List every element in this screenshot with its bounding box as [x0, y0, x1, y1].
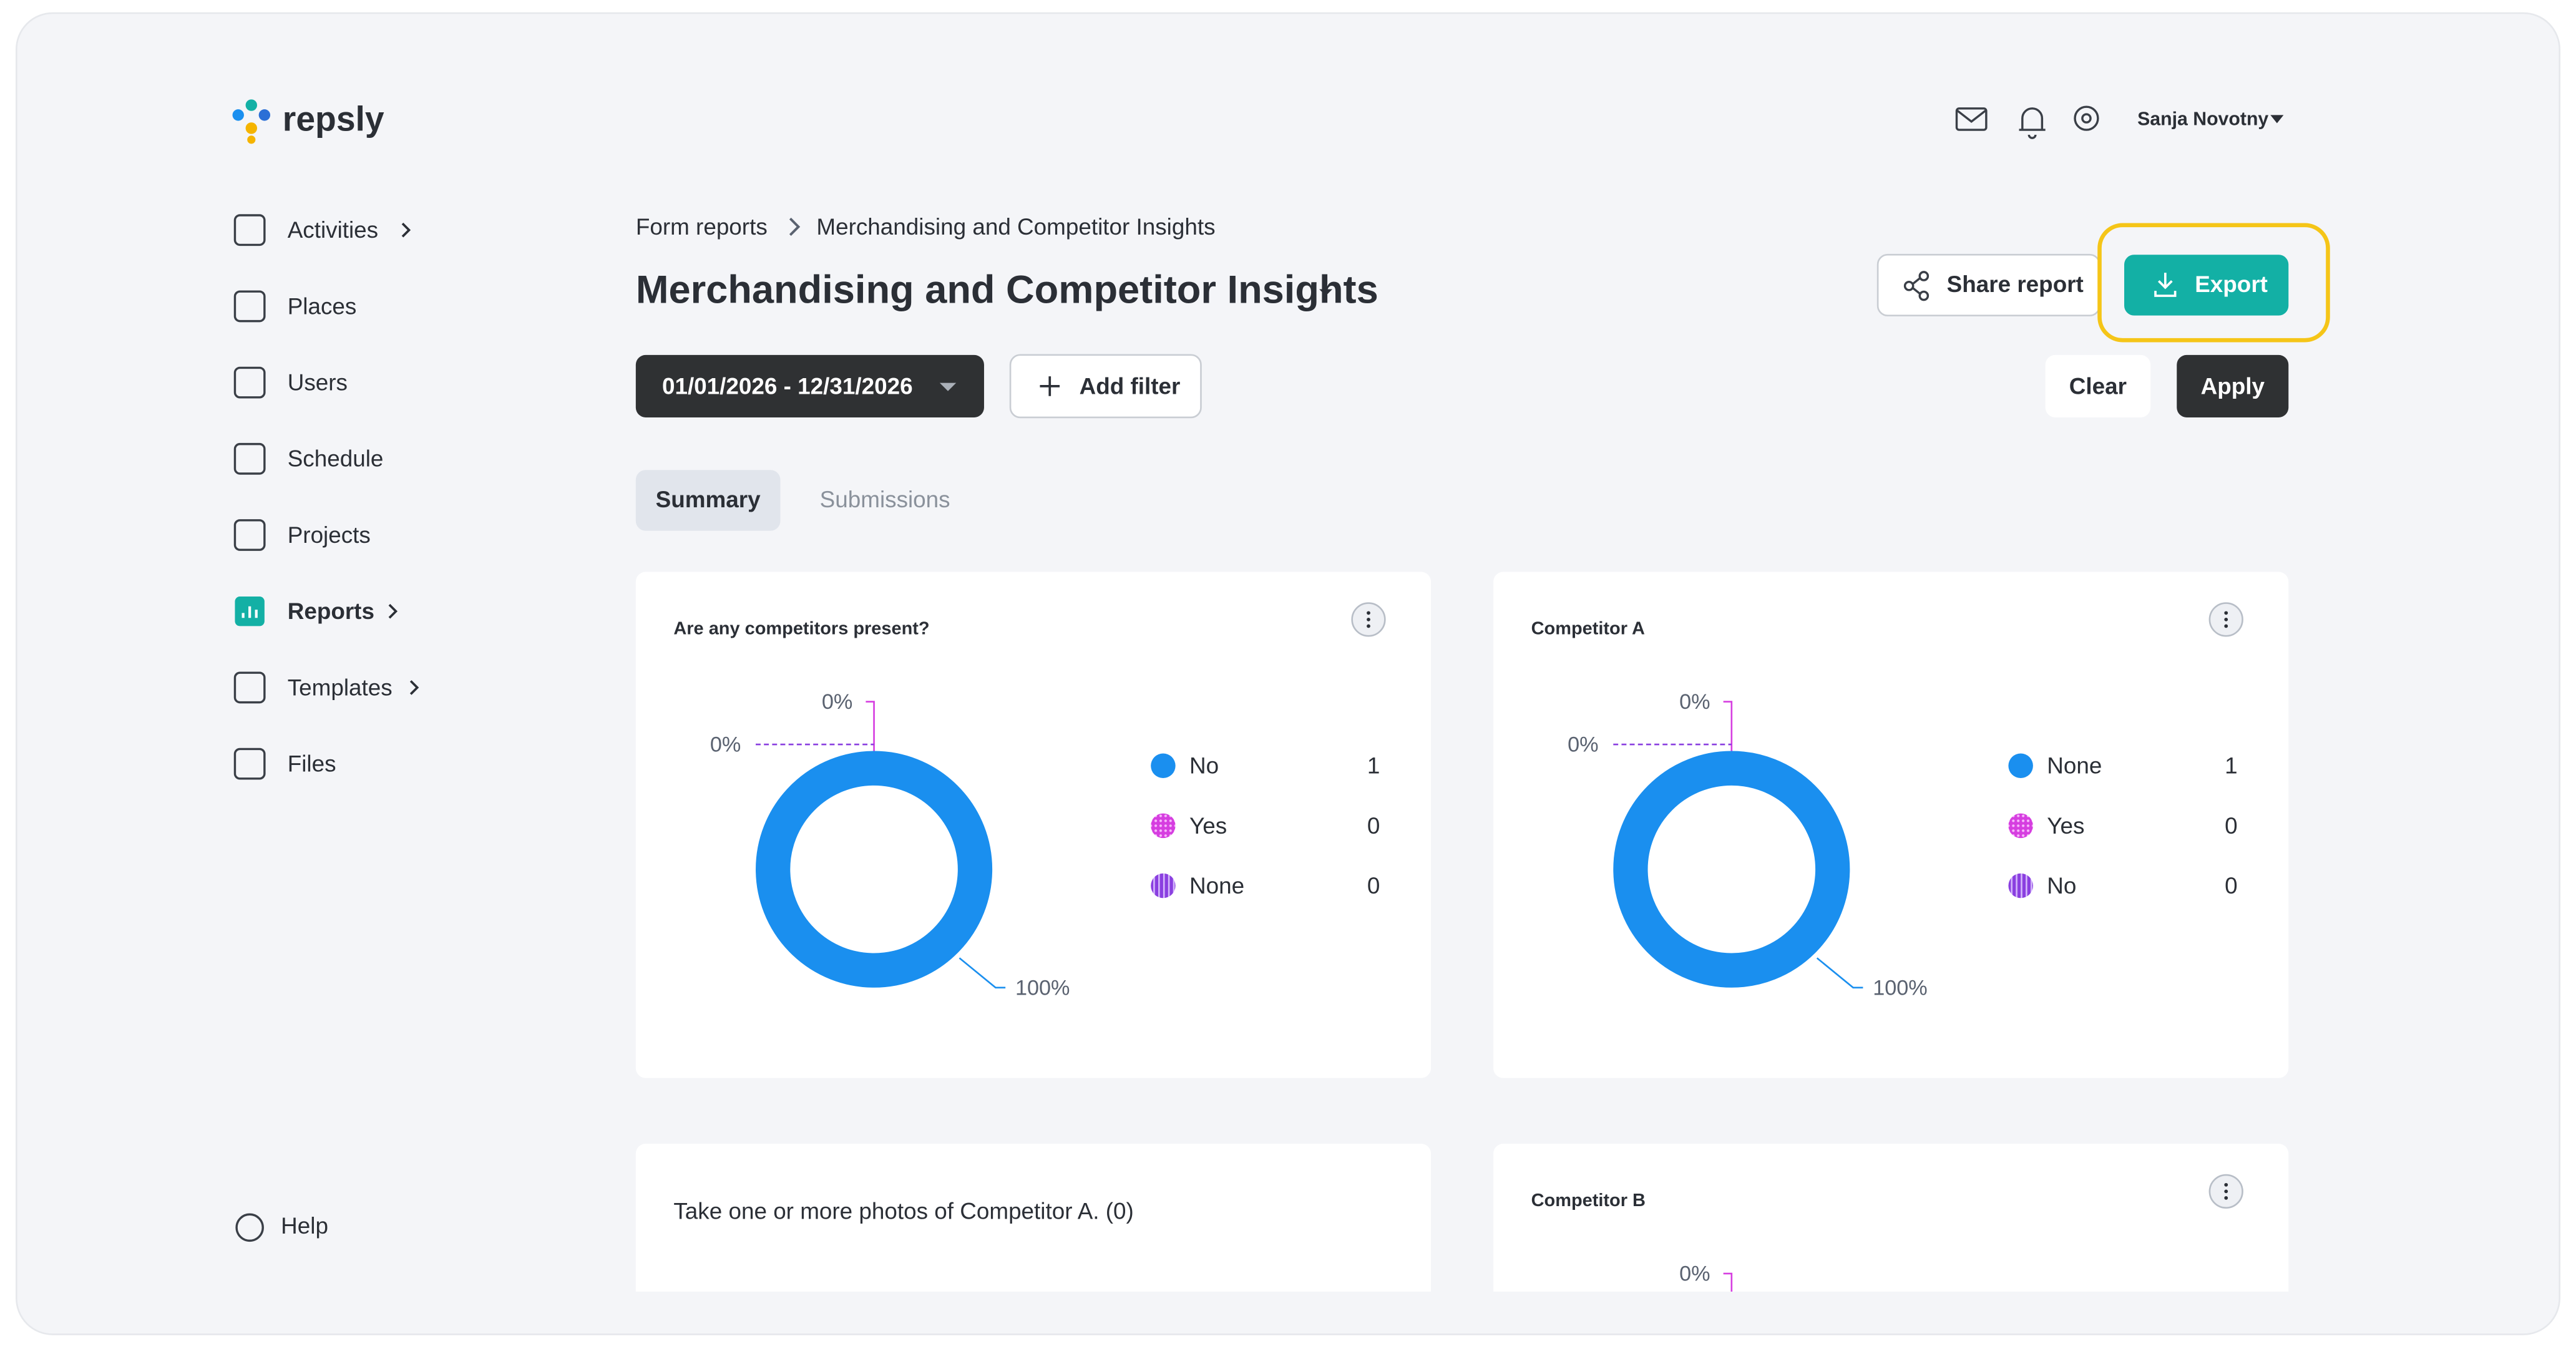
pie-label: 100%	[1873, 976, 1928, 1000]
nav-icon	[233, 214, 266, 246]
card-title: Competitor B	[1531, 1191, 1646, 1210]
legend-count: 1	[1367, 753, 1380, 779]
pie-label: 0%	[710, 733, 741, 757]
clear-button[interactable]	[2045, 354, 2151, 417]
menu-dot	[1367, 611, 1370, 615]
bell-icon[interactable]	[2019, 107, 2046, 139]
legend-count: 0	[1367, 813, 1380, 839]
add-filter-label[interactable]: Add filter	[1080, 373, 1181, 399]
pie-leader	[866, 701, 875, 751]
pie-leader	[1816, 957, 1863, 989]
legend-label: No	[1189, 753, 1219, 779]
menu-dot	[2224, 611, 2228, 615]
menu-dot	[2224, 617, 2228, 621]
user-name[interactable]: Sanja Novotny	[2137, 109, 2268, 129]
menu-dot	[1367, 617, 1370, 621]
menu-dot	[2224, 1196, 2228, 1200]
nav-icon-bars	[242, 606, 258, 618]
pie-leader	[1723, 1272, 1733, 1292]
legend-count: 0	[2225, 873, 2237, 899]
settings-icon[interactable]	[2074, 105, 2099, 131]
mail-icon[interactable]	[1955, 107, 1988, 131]
apply-button[interactable]	[2177, 354, 2289, 417]
nav-icon	[233, 519, 266, 551]
legend-swatch	[2008, 873, 2033, 899]
pie-label: 100%	[1015, 976, 1070, 1000]
card-title: Are any competitors present?	[673, 618, 929, 638]
nav-item[interactable]: Users	[288, 369, 348, 395]
nav-item[interactable]: Schedule	[288, 446, 384, 472]
legend-label: None	[2047, 753, 2102, 779]
export-button[interactable]	[2124, 255, 2289, 316]
tab-summary[interactable]: Summary	[656, 487, 761, 512]
sidebar: Activities Places Users Schedule Projects Rep…	[233, 214, 419, 780]
breadcrumb-current: Merchandising and Competitor Insights	[816, 214, 1215, 240]
nav-chevron	[409, 680, 419, 695]
help-link[interactable]: Help	[281, 1213, 328, 1239]
card	[635, 572, 1432, 1078]
card-title: Competitor A	[1531, 618, 1645, 638]
breadcrumb-link[interactable]: Form reports	[636, 214, 768, 240]
share-label[interactable]: Share report	[1947, 271, 2084, 297]
legend-label: Yes	[2047, 813, 2084, 839]
legend-count: 0	[2225, 813, 2237, 839]
nav-icon	[233, 748, 266, 780]
card-title: Take one or more photos of Competitor A.…	[673, 1198, 1133, 1224]
card	[1493, 1144, 2289, 1292]
legend-swatch	[1151, 813, 1176, 839]
legend-swatch	[1151, 873, 1176, 899]
card	[1493, 572, 2289, 1078]
nav-icon	[233, 442, 266, 475]
nav-icon	[233, 290, 266, 323]
legend-count: 1	[2225, 753, 2237, 779]
card	[635, 1144, 1432, 1292]
menu-dot	[1367, 624, 1370, 628]
add-filter-button[interactable]	[1009, 354, 1202, 419]
tab-submissions[interactable]: Submissions	[820, 487, 950, 512]
pie-label: 0%	[1568, 733, 1598, 757]
highlight	[2097, 223, 2330, 343]
logo-text: repsly	[283, 99, 384, 138]
pie-label: 0%	[1679, 690, 1710, 714]
legend-label: None	[1189, 873, 1244, 899]
nav-item[interactable]: Reports	[288, 598, 374, 624]
menu-dot	[2224, 1182, 2228, 1187]
legend-label: Yes	[1189, 813, 1227, 839]
donut	[1613, 751, 1850, 988]
legend-swatch	[2008, 813, 2033, 839]
cards: Are any competitors present?0%0%100%No 1Y…	[635, 572, 2289, 1292]
menu-dot	[2224, 1189, 2228, 1194]
pie-label: 0%	[822, 690, 852, 714]
nav-item[interactable]: Activities	[288, 217, 378, 243]
legend-count: 0	[1367, 873, 1380, 899]
nav-item[interactable]: Places	[288, 293, 357, 319]
donut	[756, 751, 993, 988]
report-title[interactable]: Merchandising and Competitor Insights	[636, 268, 1378, 311]
help-icon[interactable]	[235, 1213, 264, 1242]
nav-item[interactable]: Projects	[288, 522, 371, 548]
legend-label: No	[2047, 873, 2076, 899]
nav-icon	[233, 366, 266, 399]
date-range[interactable]: 01/01/2026 - 12/31/2026	[662, 373, 913, 399]
clear-label[interactable]: Clear	[2069, 373, 2127, 399]
export-label[interactable]: Export	[2195, 271, 2268, 297]
pie-label: 0%	[1679, 1262, 1710, 1286]
pie-leader	[1723, 701, 1733, 751]
nav-chevron	[401, 222, 411, 238]
tab-active[interactable]	[635, 470, 781, 531]
apply-label[interactable]: Apply	[2201, 373, 2265, 399]
date-range-button[interactable]	[635, 354, 984, 417]
nav-item[interactable]: Templates	[288, 675, 393, 700]
nav-item[interactable]: Files	[288, 751, 336, 776]
menu-dot	[2224, 624, 2228, 628]
nav-icon	[233, 671, 266, 704]
nav-chevron	[388, 603, 398, 619]
pie-leader	[959, 957, 1006, 989]
legend-swatch	[2008, 753, 2033, 779]
logo: repsly	[232, 99, 384, 144]
legend-swatch	[1151, 753, 1176, 779]
